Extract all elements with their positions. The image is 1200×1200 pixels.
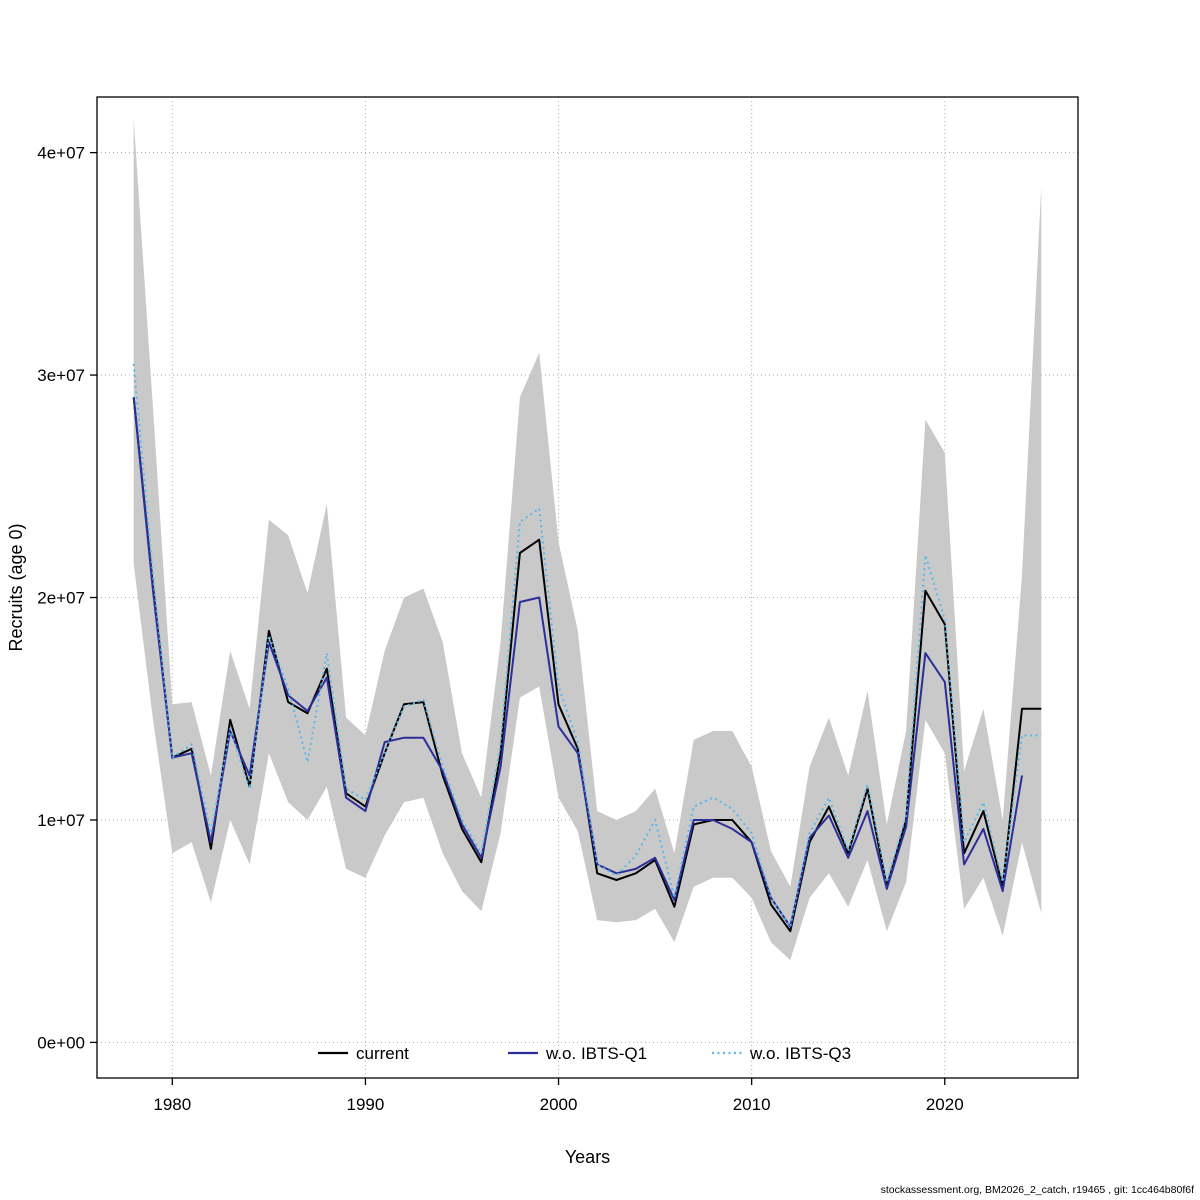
legend-item-w-o-ibts-q3: w.o. IBTS-Q3 <box>712 1044 851 1063</box>
y-tick-label: 1e+07 <box>37 811 85 830</box>
series-w-o-ibts-q3-line <box>132 363 1042 928</box>
legend-label-w-o-ibts-q3: w.o. IBTS-Q3 <box>749 1044 851 1063</box>
legend-item-w-o-ibts-q1: w.o. IBTS-Q1 <box>508 1044 647 1063</box>
legend-label-w-o-ibts-q1: w.o. IBTS-Q1 <box>545 1044 647 1063</box>
axis-ticks <box>90 151 946 1085</box>
y-tick-label: 0e+00 <box>37 1033 85 1052</box>
legend-item-current: current <box>318 1044 409 1063</box>
footer-citation: stockassessment.org, BM2026_2_catch, r19… <box>880 1184 1194 1196</box>
legend: current w.o. IBTS-Q1 w.o. IBTS-Q3 <box>318 1044 851 1063</box>
series-w-o-ibts-q1-line <box>132 397 1023 928</box>
x-tick-label: 2010 <box>733 1095 771 1114</box>
legend-label-current: current <box>356 1044 409 1063</box>
x-axis-label: Years <box>565 1147 610 1167</box>
y-tick-label: 2e+07 <box>37 589 85 608</box>
y-tick-label: 3e+07 <box>37 366 85 385</box>
x-tick-label: 1980 <box>153 1095 191 1114</box>
x-tick-label: 2020 <box>926 1095 964 1114</box>
x-tick-label: 1990 <box>347 1095 385 1114</box>
y-axis-label: Recruits (age 0) <box>6 523 26 651</box>
confidence-band <box>133 119 1042 961</box>
y-tick-label: 4e+07 <box>37 144 85 163</box>
x-tick-label: 2000 <box>540 1095 578 1114</box>
plot-border <box>96 96 1079 1079</box>
